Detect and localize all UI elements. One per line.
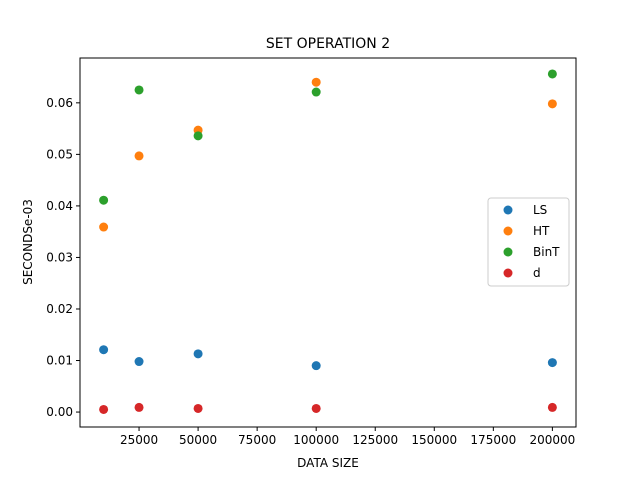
data-point [547,402,557,412]
y-tick-label: 0.05 [46,147,73,161]
x-axis: 25000 50000 75000 100000 125000 150000 175000 2… [120,427,575,447]
data-point [134,85,144,95]
data-point [193,403,203,413]
data-point [99,345,109,355]
data-point [99,195,109,205]
x-tick-label: 125000 [352,433,398,447]
x-tick-label: 75000 [238,433,276,447]
legend-label: BinT [533,245,560,259]
axes-frame [79,57,577,428]
chart-title: SET OPERATION 2 [266,36,390,52]
x-tick-label: 200000 [529,433,575,447]
series-d [99,402,557,414]
x-tick-label: 100000 [293,433,339,447]
legend-label: LS [533,203,547,217]
x-tick-label: 175000 [470,433,516,447]
y-tick-label: 0.06 [46,96,73,110]
x-tick-label: 25000 [120,433,158,447]
data-point [311,77,321,87]
y-axis: 0.00 0.01 0.02 0.03 0.04 0.05 0.06 [46,96,80,419]
legend-marker [503,226,513,236]
y-axis-label: SECONDSe-03 [21,199,35,285]
data-point [193,349,203,359]
data-point [99,404,109,414]
data-point [547,99,557,109]
plot-area [99,69,557,414]
x-axis-label: DATA SIZE [297,456,359,470]
data-point [134,402,144,412]
data-point [134,357,144,367]
legend-label: HT [533,224,550,238]
series-ls [99,345,557,371]
y-tick-label: 0.04 [46,199,73,213]
legend-marker [503,247,513,257]
series-bint [99,69,557,205]
legend-marker [503,268,513,278]
data-point [547,358,557,368]
data-point [99,222,109,232]
data-point [547,69,557,79]
legend-item: BinT [503,245,560,259]
legend: LS HT BinT d [487,197,570,287]
legend-item: HT [503,224,550,238]
data-point [311,87,321,97]
y-tick-label: 0.00 [46,405,73,419]
data-point [134,151,144,161]
data-point [193,131,203,141]
y-tick-label: 0.01 [46,354,73,368]
series-ht [99,77,557,232]
y-tick-label: 0.02 [46,302,73,316]
x-tick-label: 50000 [179,433,217,447]
data-point [311,361,321,371]
legend-item: LS [503,203,547,217]
x-tick-label: 150000 [411,433,457,447]
data-point [311,403,321,413]
legend-marker [503,205,513,215]
legend-item: d [503,266,541,280]
legend-label: d [533,266,541,280]
y-tick-label: 0.03 [46,250,73,264]
legend-box [487,197,570,287]
